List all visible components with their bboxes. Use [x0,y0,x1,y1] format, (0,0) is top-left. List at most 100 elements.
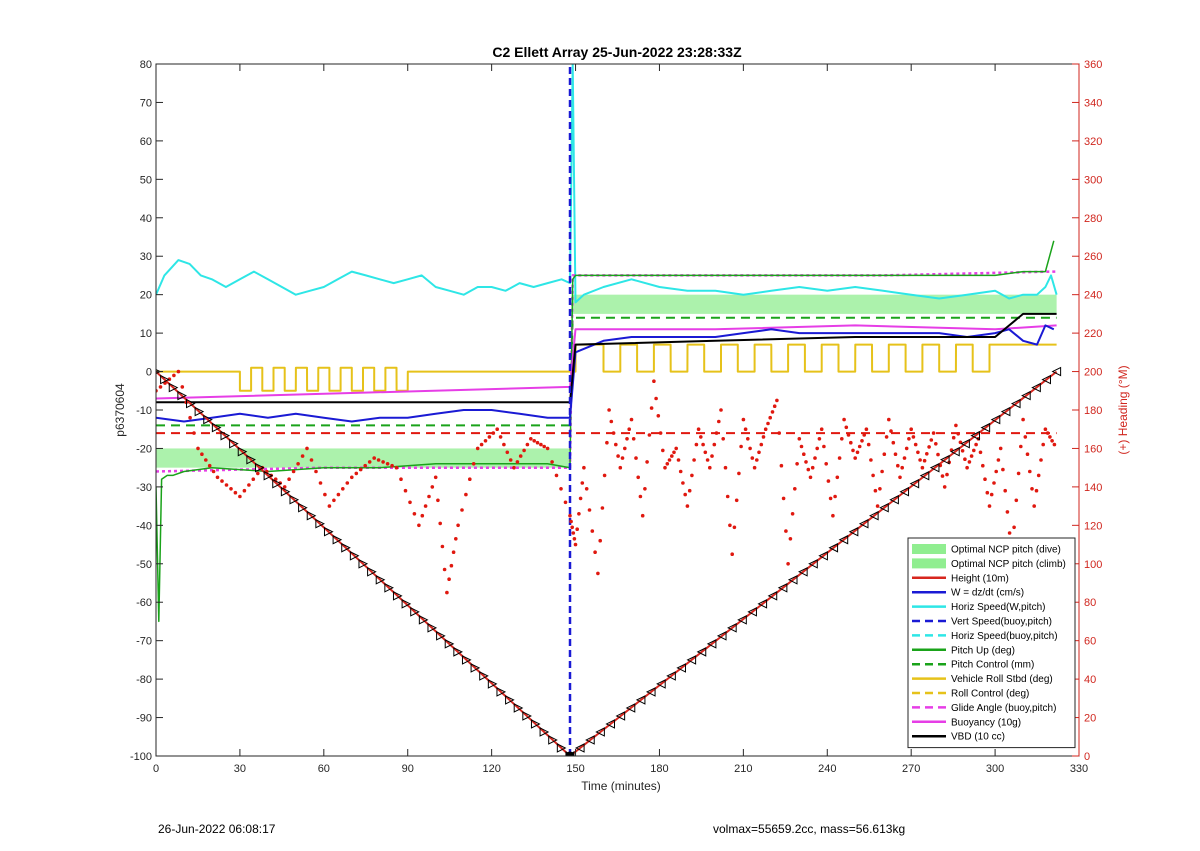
depth-marker [889,494,899,505]
heading-point [247,483,251,487]
depth-marker [436,631,446,641]
right-y-tick-label: 120 [1084,520,1102,532]
heading-point [806,467,811,472]
heading-point [931,431,936,435]
heading-point [569,519,573,524]
right-y-tick-label: 220 [1084,328,1102,340]
depth-marker [254,462,265,473]
heading-point [1045,431,1050,435]
heading-point [817,437,822,441]
right-y-tick-label: 160 [1084,443,1102,455]
depth-marker [970,430,981,441]
heading-point [994,469,998,474]
heading-point [1039,458,1043,462]
depth-marker [315,518,325,529]
heading-point [873,488,878,493]
heading-point [904,446,909,451]
heading-point [577,512,581,516]
depth-marker [1000,406,1011,417]
depth-marker [595,727,605,737]
heading-point [813,456,817,460]
chart-title: C2 Ellett Array 25-Jun-2022 23:28:33Z [492,44,742,60]
horiz-speed-line [156,64,1058,304]
legend-label: Glide Angle (buoy,pitch) [951,703,1056,714]
heading-point [974,442,978,447]
depth-marker [686,655,697,665]
y-tick-label: -40 [136,520,152,532]
heading-point [403,488,408,493]
heading-point [358,467,363,472]
right-y-tick-label: 40 [1084,674,1096,686]
heading-point [629,417,634,422]
depth-marker [727,623,737,633]
heading-point [896,463,900,468]
heading-point [853,456,857,460]
depth-marker [168,382,179,393]
heading-point [788,537,793,541]
heading-point [681,481,685,485]
heading-point [535,440,540,445]
heading-point [978,450,983,455]
heading-point [176,369,181,374]
heading-point [242,488,247,493]
depth-marker [427,623,438,633]
heading-point [851,448,855,453]
heading-point [652,379,656,384]
heading-point [936,452,940,457]
heading-point [909,427,913,432]
y-tick-label: -80 [136,674,152,686]
heading-point [857,444,862,449]
heading-point [922,458,927,463]
depth-marker [1051,366,1062,377]
heading-point [491,431,496,435]
depth-marker [392,591,403,601]
heading-point [1032,504,1036,508]
heading-point [703,450,708,455]
depth-marker [539,727,550,737]
legend-label: Vert Speed(buoy,pitch) [951,617,1052,628]
x-tick-label: 180 [650,763,668,775]
depth-marker [696,647,707,657]
heading-point [893,452,898,457]
depth-marker [990,414,1001,425]
heading-point [712,442,717,447]
legend-label: Horiz Speed(W,pitch) [951,602,1045,613]
depth-marker [470,663,481,673]
heading-point [732,525,737,530]
heading-point [998,446,1003,451]
heading-point [318,481,323,485]
depth-marker [666,671,676,681]
depth-marker [453,647,463,657]
depth-marker [960,438,970,449]
heading-point [590,529,595,533]
heading-point [291,469,296,474]
heading-point [734,498,739,503]
heading-point [972,448,976,453]
heading-point [363,463,368,468]
heading-point [714,431,719,435]
depth-marker [556,743,567,753]
heading-point [332,498,336,503]
heading-point [233,490,238,495]
heading-point [282,485,287,489]
heading-point [844,425,849,430]
right-y-tick-label: 140 [1084,482,1102,494]
depth-marker [298,502,308,513]
heading-point [929,438,934,442]
depth-marker [367,566,377,577]
footer-summary: volmax=55659.2cc, mass=56.613kg [713,822,906,836]
heading-point [1014,498,1019,503]
depth-marker [909,478,920,489]
heading-point [1007,531,1012,535]
heading-point [220,479,224,483]
apogee-marker [565,751,575,756]
heading-point [314,469,318,474]
heading-point [685,504,690,508]
depth-marker [848,526,859,537]
heading-point [755,458,759,462]
heading-point [508,458,513,462]
depth-marker [203,414,213,425]
heading-point [273,477,278,482]
depth-marker [375,574,386,585]
